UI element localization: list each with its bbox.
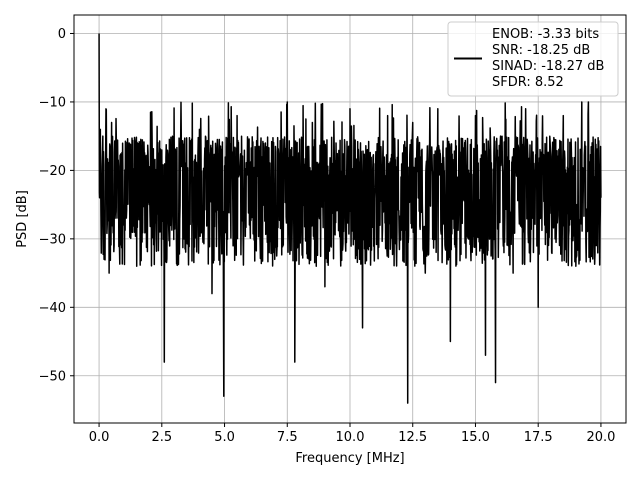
x-tick-label: 15.0	[461, 430, 490, 445]
x-axis-label: Frequency [MHz]	[295, 451, 404, 466]
y-tick-label: −40	[39, 301, 66, 316]
legend-line-enob: ENOB: -3.33 bits	[492, 27, 599, 42]
legend-box	[447, 21, 619, 97]
y-tick-label: −10	[39, 95, 66, 110]
y-tick-label: 0	[58, 27, 66, 42]
y-axis-ticks: 0 −10 −20 −30 −40 −50	[39, 27, 74, 384]
y-tick-label: −50	[39, 369, 66, 384]
legend: ENOB: -3.33 bits SNR: -18.25 dB SINAD: -…	[447, 21, 619, 97]
psd-trace	[98, 33, 602, 404]
x-tick-label: 7.5	[277, 430, 298, 445]
x-tick-label: 0.0	[89, 430, 110, 445]
x-tick-label: 2.5	[151, 430, 172, 445]
x-tick-label: 5.0	[214, 430, 235, 445]
x-tick-label: 10.0	[336, 430, 365, 445]
x-tick-label: 17.5	[524, 430, 553, 445]
psd-series-line	[98, 33, 602, 404]
x-axis-ticks: 0.0 2.5 5.0 7.5 10.0 12.5 15.0 17.5 20.0	[89, 423, 615, 445]
y-axis-label: PSD [dB]	[15, 190, 30, 248]
x-tick-label: 12.5	[398, 430, 427, 445]
legend-line-sinad: SINAD: -18.27 dB	[492, 59, 604, 74]
y-tick-label: −30	[39, 232, 66, 247]
x-tick-label: 20.0	[586, 430, 615, 445]
legend-line-snr: SNR: -18.25 dB	[492, 43, 590, 58]
legend-line-sfdr: SFDR: 8.52	[492, 75, 564, 90]
y-tick-label: −20	[39, 164, 66, 179]
